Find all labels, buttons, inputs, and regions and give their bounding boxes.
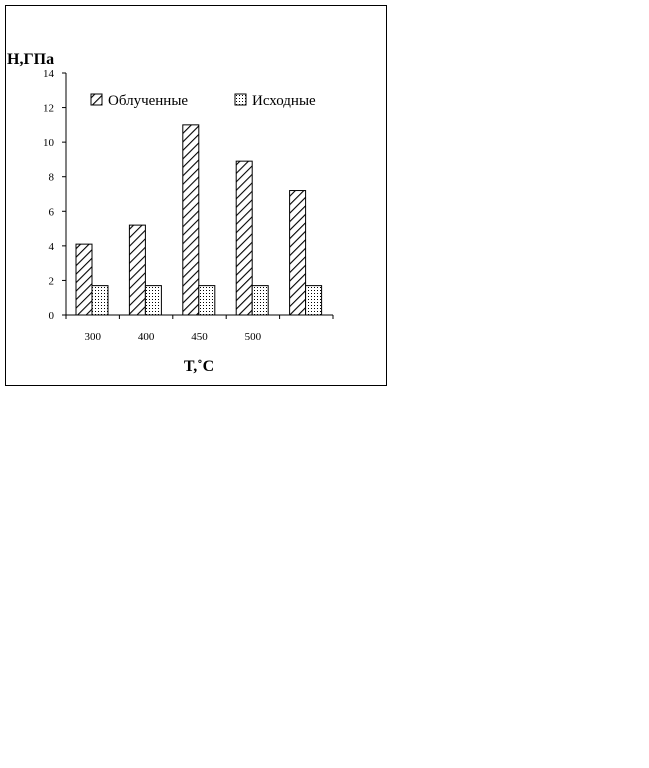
axes: 0 2 4 6 8 10 12 14 300 400 450 500 [43,68,334,343]
x-tick-label: 300 [84,331,101,343]
bar-irradiated [289,190,307,316]
bar-initial [144,285,162,316]
y-tick-label: 14 [43,68,55,80]
bar-initial [251,285,269,316]
x-tick-label: 400 [138,331,155,343]
x-axis-title: T,˚C [184,358,214,375]
y-tick-label: 10 [43,137,55,149]
bar-irradiated [235,160,253,316]
y-tick-label: 0 [49,310,55,322]
bar-irradiated [128,224,146,316]
y-tick-label: 4 [49,241,55,253]
bar-irradiated [75,243,93,316]
bar-initial [91,285,109,316]
y-tick-label: 12 [43,103,54,115]
chart-frame: H,ГПа T,˚C 0 2 4 6 8 10 12 14 300 400 450 500 Облуч… [5,5,387,386]
x-tick-label: 450 [191,331,208,343]
legend-swatch [234,93,247,106]
bar-initial [198,285,216,316]
y-axis-title: H,ГПа [7,51,54,68]
legend-label: Исходные [252,93,316,109]
x-tick-label: 500 [245,331,262,343]
y-tick-label: 6 [49,206,55,218]
legend: Облученные Исходные [90,93,316,109]
y-tick-label: 2 [49,275,55,287]
bars [75,124,323,316]
bar-chart: H,ГПа T,˚C 0 2 4 6 8 10 12 14 300 400 450 500 Облуч… [5,5,387,386]
bar-irradiated [182,124,200,316]
chart-border [5,5,387,386]
legend-swatch [90,93,103,106]
y-tick-label: 8 [49,172,55,184]
legend-label: Облученные [108,93,188,109]
bar-initial [305,285,323,316]
